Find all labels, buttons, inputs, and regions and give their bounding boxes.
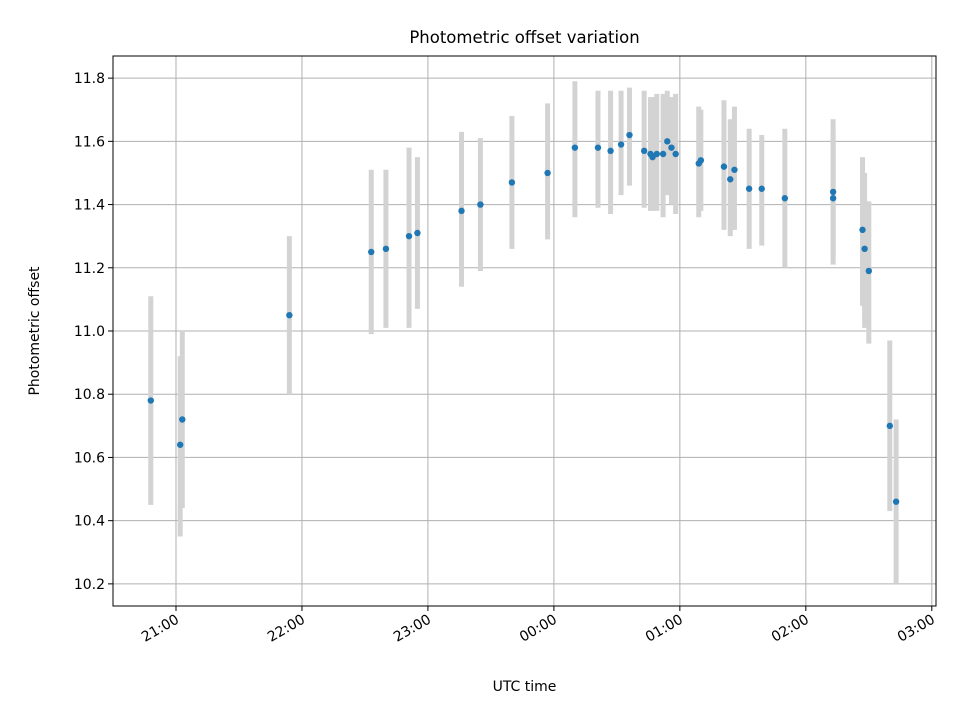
data-point [405,232,413,240]
data-point [653,150,660,158]
data-point [147,397,154,404]
data-point [607,147,614,155]
y-axis-label: Photometric offset [27,266,43,396]
data-point [727,176,734,183]
data-point [176,441,184,448]
data-point [861,245,868,253]
data-point [731,166,738,173]
y-tick-label: 11.6 [74,134,105,150]
data-point [892,498,900,505]
data-point [617,141,625,148]
data-point [594,144,602,151]
data-point [458,207,465,215]
data-point [886,422,894,430]
chart-title: Photometric offset variation [409,28,639,47]
data-points [147,131,900,505]
data-point [745,185,753,192]
data-point [626,131,633,139]
data-point [286,311,293,319]
y-tick-label: 11.0 [74,324,105,340]
data-point [508,179,516,186]
y-tick-label: 10.4 [74,514,105,530]
y-tick-label: 11.4 [74,198,105,214]
data-point [697,157,705,164]
data-point [664,138,671,145]
data-point [781,195,789,202]
y-tick-label: 11.8 [74,71,105,87]
data-point [758,185,765,192]
data-point [477,201,484,208]
grid-lines [113,56,936,606]
data-point [382,245,390,253]
y-axis-ticks: 10.2 10.4 10.6 10.8 11.0 11.2 11.4 11.6 11.8 [74,71,113,593]
data-point [179,416,186,423]
data-point [859,226,866,234]
data-point [571,144,579,151]
y-tick-label: 11.2 [74,261,105,277]
y-tick-label: 10.2 [74,577,105,593]
data-point [659,150,667,158]
data-point [829,188,837,196]
y-tick-label: 10.6 [74,450,105,466]
y-tick-label: 10.8 [74,387,105,403]
data-point [672,150,679,158]
data-point [368,248,375,256]
data-point [414,229,421,237]
data-point [544,169,551,177]
x-axis-label: UTC time [493,679,557,695]
data-point [865,267,873,275]
data-point [640,147,648,155]
data-point [668,144,675,151]
data-point [829,195,837,202]
data-point [720,163,728,170]
